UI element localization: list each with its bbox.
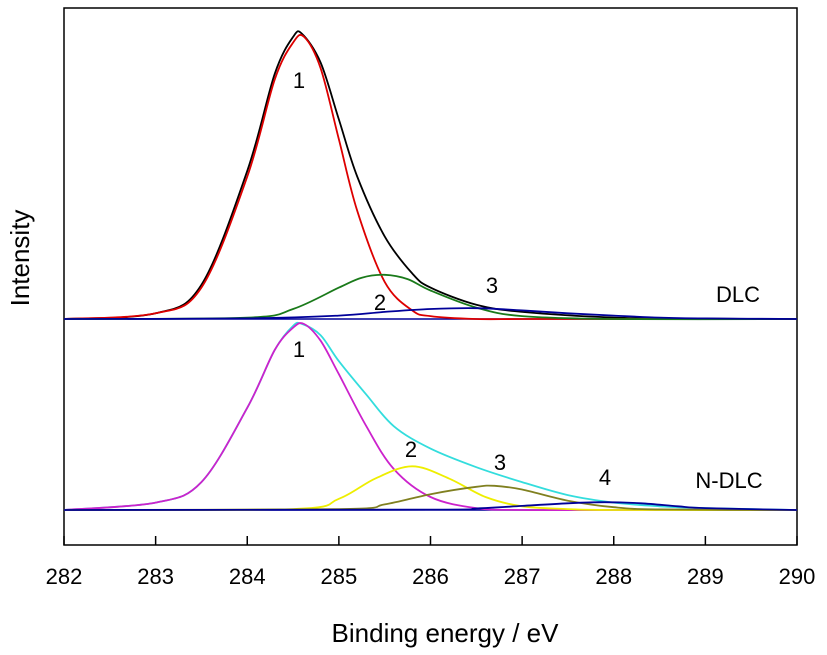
sample-label: DLC — [716, 282, 760, 307]
curves — [63, 30, 798, 512]
x-tick-label: 286 — [412, 564, 449, 589]
series-line — [63, 34, 797, 321]
series-line — [63, 30, 798, 320]
x-tick-label: 289 — [687, 564, 724, 589]
x-axis-title: Binding energy / eV — [332, 618, 560, 648]
sample-label: N-DLC — [695, 468, 762, 493]
x-tick-label: 287 — [504, 564, 541, 589]
series-line — [63, 322, 797, 512]
x-tick-label: 284 — [229, 564, 266, 589]
peak-label: 1 — [293, 68, 305, 93]
annotations: 1 2 3 DLC 1 2 3 4 N-DLC — [293, 68, 763, 493]
x-tick-label: 290 — [779, 564, 816, 589]
y-axis-title: Intensity — [5, 210, 35, 307]
series-line — [63, 465, 798, 512]
peak-label: 1 — [293, 337, 305, 362]
peak-label: 2 — [405, 437, 417, 462]
x-tick-label: 283 — [137, 564, 174, 589]
series-line — [63, 273, 798, 321]
series-line — [63, 307, 798, 320]
series-line — [63, 321, 798, 511]
peak-label: 3 — [494, 450, 506, 475]
x-tick-label: 282 — [46, 564, 83, 589]
series-line — [63, 501, 798, 511]
x-tick-label: 285 — [321, 564, 358, 589]
peak-label: 2 — [374, 290, 386, 315]
peak-label: 3 — [486, 273, 498, 298]
x-tick-label: 288 — [595, 564, 632, 589]
plot-frame — [63, 7, 798, 546]
x-ticks: 282 283 284 285 286 287 288 289 290 — [46, 536, 816, 589]
peak-label: 4 — [599, 465, 611, 490]
